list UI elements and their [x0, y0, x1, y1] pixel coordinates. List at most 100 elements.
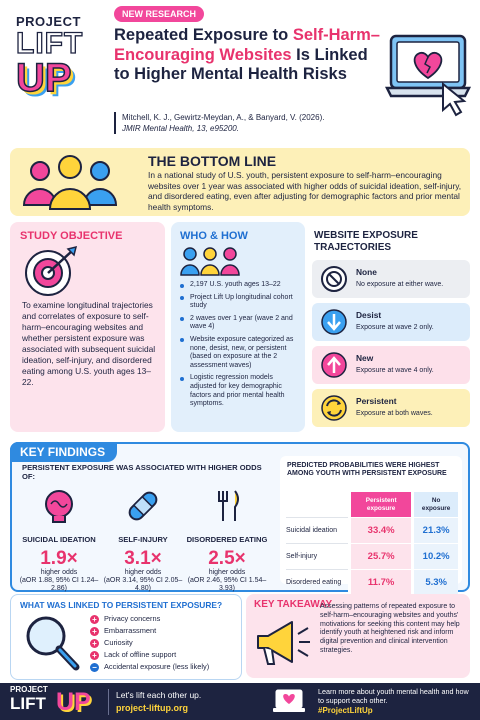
- trajectory-icon: [320, 394, 348, 427]
- row-label: Self-injury: [286, 543, 350, 570]
- column-header: No exposure: [411, 492, 458, 518]
- icon: [321, 309, 347, 335]
- footer-divider: [108, 689, 109, 715]
- linked-sign: +: [90, 638, 99, 648]
- footer-hashtag[interactable]: #ProjectLiftUp: [318, 706, 373, 715]
- icon: [321, 352, 347, 378]
- citation-authors: Mitchell, K. J., Gewirtz-Meydan, A., & B…: [122, 113, 325, 122]
- footer-url[interactable]: project-liftup.org: [116, 703, 188, 713]
- trajectory-name: Persistent: [356, 396, 397, 406]
- citation-journal: JMIR Mental Health, 13, e95200.: [122, 124, 239, 133]
- icon: [128, 491, 158, 521]
- column-header: Persistent exposure: [347, 492, 413, 518]
- table-cell: 25.7%: [347, 543, 413, 570]
- icon: [218, 490, 239, 521]
- laptop-icon: [385, 34, 472, 117]
- linked-heading: WHAT WAS LINKED TO PERSISTENT EXPOSURE?: [20, 600, 223, 610]
- odds-label: SELF-INJURY: [118, 534, 168, 544]
- odds-value: 1.9×: [40, 548, 78, 569]
- trajectory-icon: [320, 308, 348, 341]
- title-part: Is Linked to Higher Mental Health Risks: [114, 45, 368, 84]
- trajectory-item: Desist Exposure at wave 2 only.: [312, 303, 470, 341]
- study-objective-heading: STUDY OBJECTIVE: [20, 230, 123, 242]
- probabilities-heading: PREDICTED PROBABILITIES WERE HIGHEST AMO…: [287, 462, 447, 478]
- trajectory-name: New: [356, 353, 374, 363]
- trajectory-name: None: [356, 267, 377, 277]
- tag: NEW RESEARCH: [114, 6, 205, 22]
- linked-item: + Curiosity: [90, 638, 133, 648]
- table-row: Disordered eating 11.7% 5.3%: [286, 569, 458, 595]
- linked-text: Accidental exposure (less likely): [104, 662, 210, 671]
- footer-logo-up: UP: [56, 688, 91, 716]
- odds-item: SUICIDAL IDEATION 1.9× higher odds (aOR 1.8…: [18, 488, 100, 593]
- bottom-line-text: In a national study of U.S. youth, persi…: [148, 170, 462, 212]
- citation: Mitchell, K. J., Gewirtz-Meydan, A., & B…: [114, 112, 392, 134]
- trajectory-description: No exposure at either wave.: [356, 281, 444, 288]
- group-icon: [180, 247, 240, 276]
- trajectory-description: Exposure at wave 2 only.: [356, 324, 434, 331]
- table-cell: 33.4%: [347, 517, 413, 544]
- icon: [45, 490, 73, 523]
- bullet: Project Lift Up longitudinal cohort stud…: [178, 294, 300, 311]
- odds-item: DISORDERED EATING 2.5× higher odds (aOR 2.4…: [186, 488, 268, 593]
- who-how-list: 2,197 U.S. youth ages 13–22 Project Lift …: [178, 281, 300, 413]
- footer-laptop-icon: [273, 689, 305, 712]
- odds-caption: higher odds: [40, 569, 78, 576]
- row-label: Disordered eating: [286, 569, 350, 595]
- table-corner: [286, 492, 350, 518]
- footer-cta: Learn more about youth mental health and…: [318, 687, 469, 705]
- trajectory-description: Exposure at wave 4 only.: [356, 367, 434, 374]
- icon: [321, 395, 347, 421]
- megaphone-icon: [257, 621, 310, 665]
- linked-item: + Privacy concerns: [90, 614, 160, 624]
- table-cell: 10.2%: [411, 543, 458, 570]
- linked-item: + Lack of offline support: [90, 650, 176, 660]
- people-icon: [22, 155, 118, 210]
- icon: [321, 266, 347, 292]
- linked-text: Embarrassment: [104, 626, 157, 635]
- footer-tagline: Let's lift each other up.: [116, 690, 202, 700]
- bullet: 2 waves over 1 year (wave 2 and wave 4): [178, 315, 300, 332]
- takeaway-text: Assessing patterns of repeated exposure …: [320, 603, 460, 654]
- odds-detail: (aOR 1.88, 95% CI 1.24–2.86): [19, 577, 99, 592]
- probabilities-table: Persistent exposure No exposure Suicidal i…: [286, 492, 458, 595]
- odds-caption: higher odds: [208, 569, 246, 576]
- trajectory-item: New Exposure at wave 4 only.: [312, 346, 470, 384]
- key-findings-heading: KEY FINDINGS: [10, 442, 118, 462]
- linked-item: − Accidental exposure (less likely): [90, 662, 209, 672]
- odds-item: SELF-INJURY 3.1× higher odds (aOR 3.14, 95%…: [102, 488, 184, 593]
- trajectory-item: Persistent Exposure at both waves.: [312, 389, 470, 427]
- logo-lift: LIFT: [15, 27, 84, 60]
- footer: [0, 683, 480, 720]
- target-icon: [25, 245, 78, 296]
- trajectory-icon: [320, 351, 348, 384]
- title: Repeated Exposure to Self-Harm–Encouragi…: [114, 26, 384, 85]
- odds-value: 3.1×: [124, 548, 162, 569]
- linked-box: [10, 594, 242, 680]
- table-row: Suicidal ideation 33.4% 21.3%: [286, 517, 458, 544]
- magnifier-icon: [26, 616, 80, 671]
- table-cell: 5.3%: [411, 569, 458, 595]
- bottom-line-heading: THE BOTTOM LINE: [148, 153, 277, 169]
- odds-value: 2.5×: [208, 548, 246, 569]
- odds-icon: [186, 488, 268, 529]
- takeaway-heading: KEY TAKEAWAY: [254, 599, 333, 610]
- bullet: Logistic regression models adjusted for …: [178, 374, 300, 408]
- study-objective-text: To examine longitudinal trajectories and…: [22, 300, 156, 387]
- bullet: 2,197 U.S. youth ages 13–22: [178, 281, 300, 290]
- linked-text: Privacy concerns: [104, 614, 161, 623]
- linked-sign: −: [90, 662, 99, 672]
- odds-label: SUICIDAL IDEATION: [22, 534, 96, 544]
- footer-logo-project: PROJECT: [10, 685, 48, 694]
- linked-sign: +: [90, 614, 99, 624]
- odds-detail: (aOR 3.14, 95% CI 2.05–4.80): [103, 577, 183, 592]
- linked-sign: +: [90, 626, 99, 636]
- bullet: Website exposure categorized as none, de…: [178, 336, 300, 370]
- title-highlight: Self-Harm–Encouraging Websites: [114, 26, 380, 64]
- table-cell: 11.7%: [347, 569, 413, 595]
- row-label: Suicidal ideation: [286, 517, 350, 544]
- linked-text: Lack of offline support: [104, 650, 177, 659]
- odds-caption: higher odds: [124, 569, 162, 576]
- trajectories-heading: WEBSITE EXPOSURE TRAJECTORIES: [314, 230, 418, 253]
